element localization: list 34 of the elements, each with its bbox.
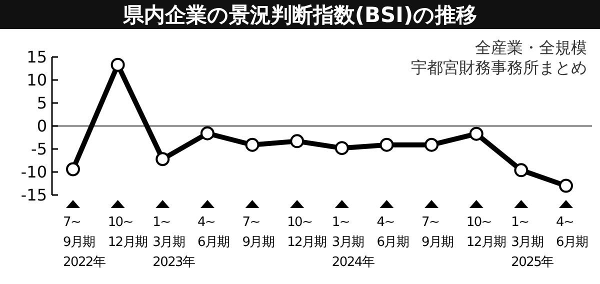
y-tick-label: 0 xyxy=(36,116,47,136)
annotation: 宇都宮財務事務所まとめ xyxy=(411,58,587,77)
point xyxy=(290,134,304,148)
point xyxy=(559,178,573,193)
x-tick-label: 7~ 9月期 xyxy=(242,215,274,250)
x-tick-label: 10~ 12月期 xyxy=(466,215,506,250)
x-tick-label: 1~ 3月期 2025年 xyxy=(511,215,554,270)
x-tick-label: 10~ 12月期 xyxy=(287,215,326,250)
y-tick-label: -10 xyxy=(20,162,47,182)
point xyxy=(110,58,125,72)
x-tick-label: 7~ 9月期 2022年 xyxy=(63,215,106,270)
point xyxy=(380,138,394,152)
point xyxy=(334,141,349,156)
x-tick-label: 4~ 6月期 xyxy=(556,215,588,250)
point xyxy=(469,126,484,141)
y-tick-label: 10 xyxy=(26,70,47,90)
x-tick-label: 4~ 6月期 xyxy=(376,215,409,250)
point xyxy=(514,163,528,178)
point xyxy=(66,162,80,176)
x-tick-label: 1~ 3月期 2023年 xyxy=(152,215,196,270)
y-tick-label: 15 xyxy=(26,48,47,67)
y-tick-label: -15 xyxy=(20,186,47,205)
annotation: 全産業・全規模 xyxy=(475,38,587,57)
x-tick-label: 7~ 9月期 xyxy=(422,215,454,250)
point xyxy=(245,138,260,152)
point xyxy=(424,138,439,152)
x-tick-label: 4~ 6月期 xyxy=(197,215,230,250)
x-tick-label: 10~ 12月期 xyxy=(108,215,148,250)
x-tick-label: 1~ 3月期 2024年 xyxy=(332,215,375,270)
chart-title: 県内企業の景況判断指数(BSI)の推移 xyxy=(122,3,478,27)
y-tick-label: -5 xyxy=(31,140,47,159)
y-tick-label: 5 xyxy=(36,94,47,113)
point xyxy=(200,126,214,140)
point xyxy=(156,152,170,166)
